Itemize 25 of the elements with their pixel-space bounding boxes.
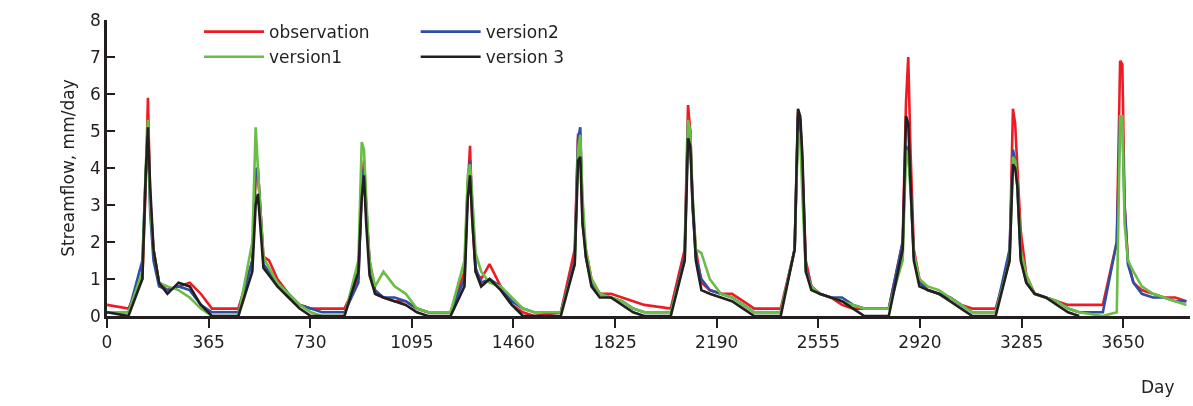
y-tick-label: 3 <box>90 194 101 215</box>
y-tick-label: 4 <box>90 157 101 178</box>
x-tick-label: 1460 <box>491 332 536 353</box>
x-tick-label: 1095 <box>390 332 434 353</box>
y-tick-label: 7 <box>90 46 101 67</box>
y-tick-label: 0 <box>90 305 101 326</box>
y-tick-label: 6 <box>90 83 101 104</box>
x-tick-label: 1825 <box>593 332 637 353</box>
x-tick-label: 3285 <box>999 332 1044 353</box>
y-axis-title: Streamflow, mm/day <box>57 79 78 257</box>
x-tick-label: 3650 <box>1101 332 1145 353</box>
y-tick-label: 2 <box>90 231 101 252</box>
x-tick-label: 730 <box>294 332 327 353</box>
x-axis-title: Day <box>1141 377 1175 397</box>
y-tick-label: 1 <box>90 268 101 289</box>
x-tick-label: 2190 <box>695 332 739 353</box>
legend-label: observation <box>269 22 370 43</box>
y-tick-label: 8 <box>90 9 101 30</box>
y-tick-label: 5 <box>90 120 101 141</box>
legend-label: version1 <box>269 47 343 68</box>
x-tick-label: 2920 <box>898 332 942 353</box>
legend-label: version2 <box>485 22 559 43</box>
x-tick-label: 2555 <box>796 332 840 353</box>
x-tick-label: 365 <box>192 332 225 353</box>
legend-label: version 3 <box>485 47 565 68</box>
